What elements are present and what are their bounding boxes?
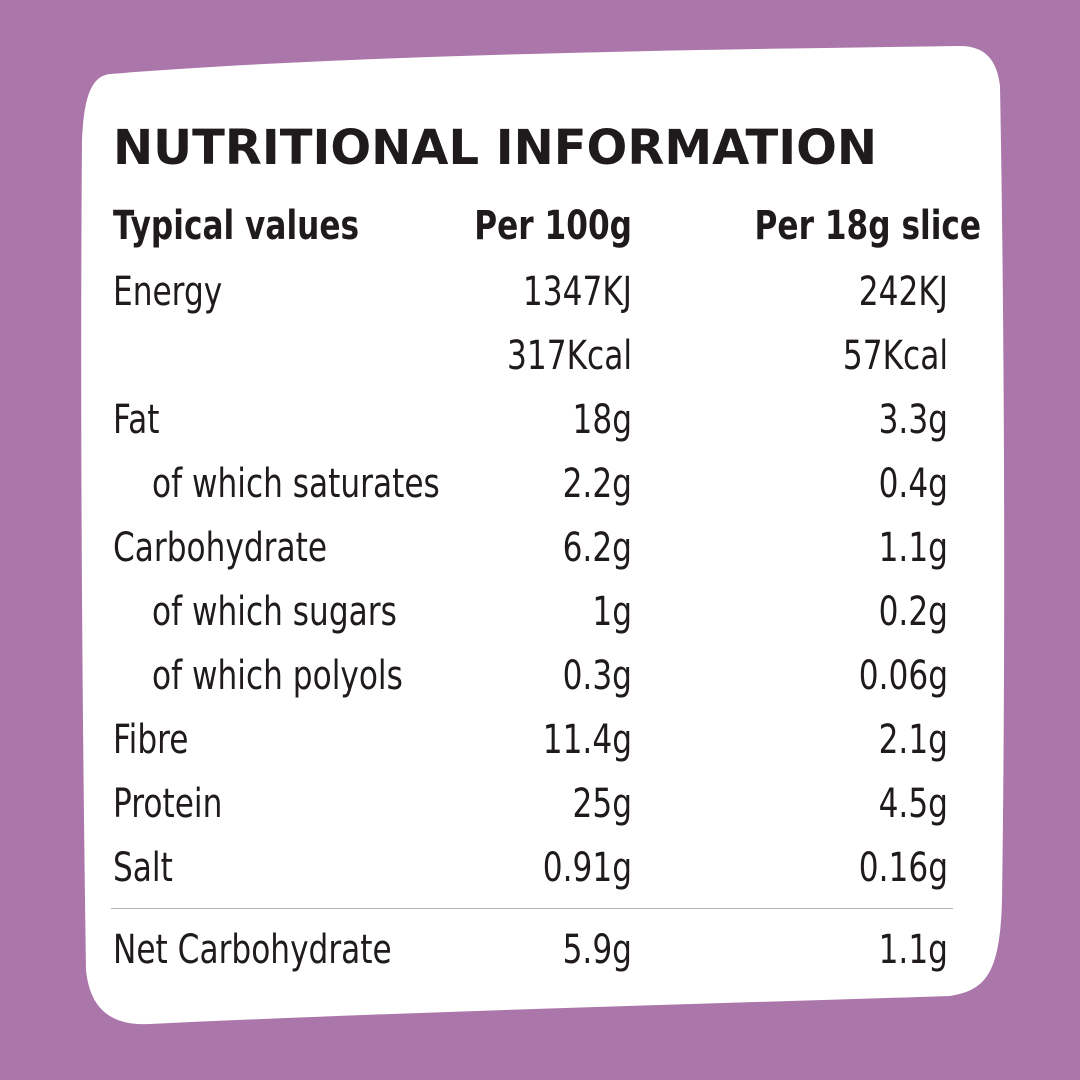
row-value-fat-slice: 3.3g [878,397,948,443]
row-value-energy-kcal-slice: 57Kcal [842,333,948,379]
row-value-energy-kcal-100g: 317Kcal [507,333,632,379]
row-value-fibre-100g: 11.4g [542,717,632,763]
row-value-energy-kj-slice: 242KJ [858,269,948,315]
row-label-net-carbohydrate: Net Carbohydrate [113,927,392,973]
row-label-carbohydrate: Carbohydrate [113,525,328,571]
row-value-sugars-slice: 0.2g [878,589,948,635]
row-value-sugars-100g: 1g [592,589,632,635]
row-value-saturates-100g: 2.2g [562,461,632,507]
row-value-fat-100g: 18g [572,397,632,443]
row-label-sugars: of which sugars [152,589,397,635]
row-value-polyols-slice: 0.06g [858,653,948,699]
panel-background [81,46,1005,1025]
row-label-energy: Energy [113,269,223,315]
row-value-net-carbohydrate-slice: 1.1g [878,927,948,973]
header-typical-values: Typical values [113,203,360,249]
row-value-protein-slice: 4.5g [878,781,948,827]
row-value-energy-kj-100g: 1347KJ [522,269,632,315]
row-value-carbohydrate-100g: 6.2g [562,525,632,571]
row-label-salt: Salt [113,845,173,891]
header-per-slice: Per 18g slice [754,203,982,249]
row-label-polyols: of which polyols [152,653,403,699]
header-per-100g: Per 100g [474,203,632,249]
row-value-salt-100g: 0.91g [542,845,632,891]
row-value-carbohydrate-slice: 1.1g [878,525,948,571]
row-value-protein-100g: 25g [572,781,632,827]
row-label-fat: Fat [113,397,160,443]
row-value-saturates-slice: 0.4g [878,461,948,507]
page-title: NUTRITIONAL INFORMATION [113,120,878,176]
row-value-fibre-slice: 2.1g [878,717,948,763]
row-label-saturates: of which saturates [152,461,440,507]
row-value-net-carbohydrate-100g: 5.9g [562,927,632,973]
row-label-protein: Protein [113,781,223,827]
table-divider [111,908,953,909]
row-label-fibre: Fibre [113,717,189,763]
row-value-polyols-100g: 0.3g [562,653,632,699]
row-value-salt-slice: 0.16g [858,845,948,891]
